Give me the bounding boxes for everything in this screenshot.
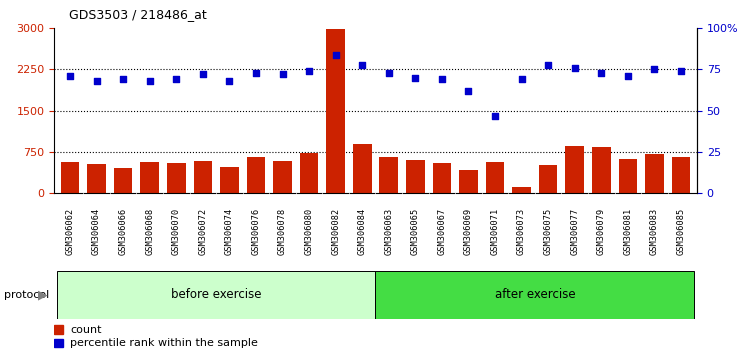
Text: GSM306063: GSM306063	[385, 207, 394, 255]
Point	[489, 113, 501, 118]
Text: GSM306066: GSM306066	[119, 207, 128, 255]
Point	[383, 70, 395, 76]
Point	[197, 72, 209, 77]
Point	[569, 65, 581, 71]
Point	[648, 67, 660, 72]
Point	[64, 73, 76, 79]
Bar	[61, 162, 80, 193]
Text: GSM306064: GSM306064	[92, 207, 101, 255]
Text: ▶: ▶	[38, 288, 48, 301]
Point	[330, 52, 342, 57]
Text: GSM306077: GSM306077	[570, 207, 579, 255]
Bar	[327, 29, 345, 193]
Text: GSM306075: GSM306075	[544, 207, 553, 255]
Text: GSM306084: GSM306084	[357, 207, 366, 255]
Bar	[566, 146, 584, 193]
Bar	[539, 165, 557, 193]
Text: GSM306083: GSM306083	[650, 207, 659, 255]
Text: GSM306074: GSM306074	[225, 207, 234, 255]
Bar	[459, 170, 478, 193]
Text: after exercise: after exercise	[495, 288, 575, 301]
Text: percentile rank within the sample: percentile rank within the sample	[70, 338, 258, 348]
Bar	[54, 325, 63, 334]
Point	[463, 88, 475, 94]
Point	[542, 62, 554, 67]
Bar	[512, 187, 531, 193]
Point	[143, 78, 155, 84]
Text: GSM306085: GSM306085	[677, 207, 686, 255]
Text: GSM306081: GSM306081	[623, 207, 632, 255]
Bar	[486, 162, 505, 193]
Point	[91, 78, 103, 84]
Point	[223, 78, 235, 84]
Bar	[273, 161, 292, 193]
Bar	[246, 157, 265, 193]
Text: GDS3503 / 218486_at: GDS3503 / 218486_at	[69, 8, 207, 21]
Bar	[167, 163, 185, 193]
Bar	[433, 163, 451, 193]
Text: count: count	[70, 325, 101, 335]
Text: GSM306069: GSM306069	[464, 207, 473, 255]
Point	[675, 68, 687, 74]
Bar	[671, 157, 690, 193]
Text: protocol: protocol	[4, 290, 49, 300]
Text: GSM306080: GSM306080	[305, 207, 314, 255]
Point	[303, 68, 315, 74]
Point	[409, 75, 421, 81]
Text: GSM306073: GSM306073	[517, 207, 526, 255]
Text: GSM306062: GSM306062	[65, 207, 74, 255]
Bar	[54, 339, 63, 347]
Bar	[300, 153, 318, 193]
Text: GSM306076: GSM306076	[252, 207, 261, 255]
Text: before exercise: before exercise	[171, 288, 261, 301]
Point	[250, 70, 262, 76]
Text: GSM306079: GSM306079	[597, 207, 606, 255]
Text: GSM306071: GSM306071	[490, 207, 499, 255]
Text: GSM306065: GSM306065	[411, 207, 420, 255]
Bar	[353, 144, 372, 193]
Bar	[140, 162, 159, 193]
Point	[117, 76, 129, 82]
Bar	[114, 168, 132, 193]
Bar	[87, 164, 106, 193]
Bar	[619, 159, 637, 193]
Bar	[57, 271, 376, 319]
Bar	[406, 160, 424, 193]
Point	[622, 73, 634, 79]
Point	[276, 72, 288, 77]
Text: GSM306068: GSM306068	[145, 207, 154, 255]
Point	[436, 76, 448, 82]
Bar	[376, 271, 694, 319]
Text: GSM306070: GSM306070	[172, 207, 181, 255]
Bar	[592, 147, 611, 193]
Bar	[194, 161, 212, 193]
Text: GSM306078: GSM306078	[278, 207, 287, 255]
Text: GSM306072: GSM306072	[198, 207, 207, 255]
Point	[516, 76, 528, 82]
Point	[596, 70, 608, 76]
Point	[170, 76, 182, 82]
Text: GSM306067: GSM306067	[437, 207, 446, 255]
Bar	[220, 167, 239, 193]
Bar	[379, 157, 398, 193]
Text: GSM306082: GSM306082	[331, 207, 340, 255]
Point	[356, 62, 368, 67]
Bar	[645, 154, 664, 193]
